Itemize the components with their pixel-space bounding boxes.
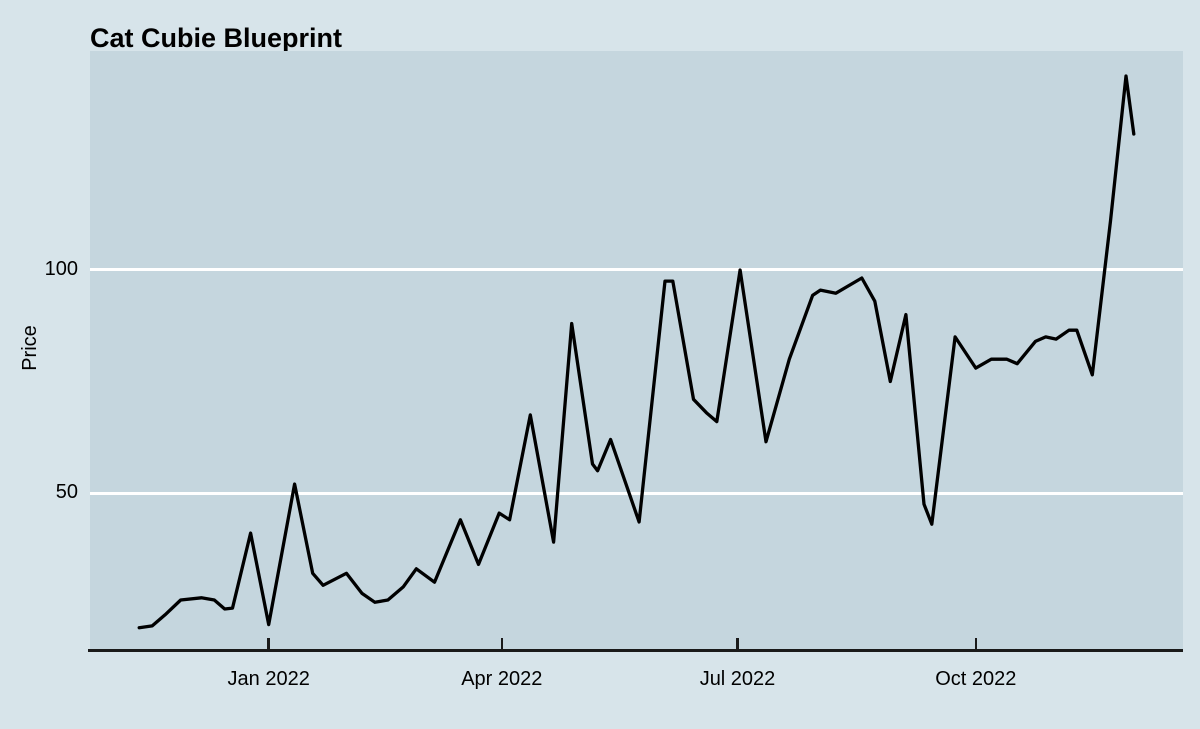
x-tick-label: Jul 2022 xyxy=(699,668,776,690)
chart-title: Cat Cubie Blueprint xyxy=(90,23,343,53)
y-axis-label: Price xyxy=(19,325,41,371)
x-tick-mark xyxy=(974,638,978,650)
series-price xyxy=(137,74,1136,630)
x-tick-mark xyxy=(736,638,739,650)
x-tick-label: Oct 2022 xyxy=(935,668,1017,690)
x-tick-label: Jan 2022 xyxy=(227,668,310,690)
plot-area xyxy=(90,51,1183,650)
price-line-series xyxy=(137,74,1136,630)
gridline xyxy=(90,491,1183,495)
x-tick-mark xyxy=(500,638,504,650)
y-tick-label: 50 xyxy=(55,481,78,503)
x-tick-label: Apr 2022 xyxy=(461,668,543,690)
x-tick-mark xyxy=(267,638,270,650)
y-tick-label: 100 xyxy=(44,257,78,280)
x-axis-line xyxy=(88,649,1183,652)
gridline xyxy=(90,268,1183,272)
